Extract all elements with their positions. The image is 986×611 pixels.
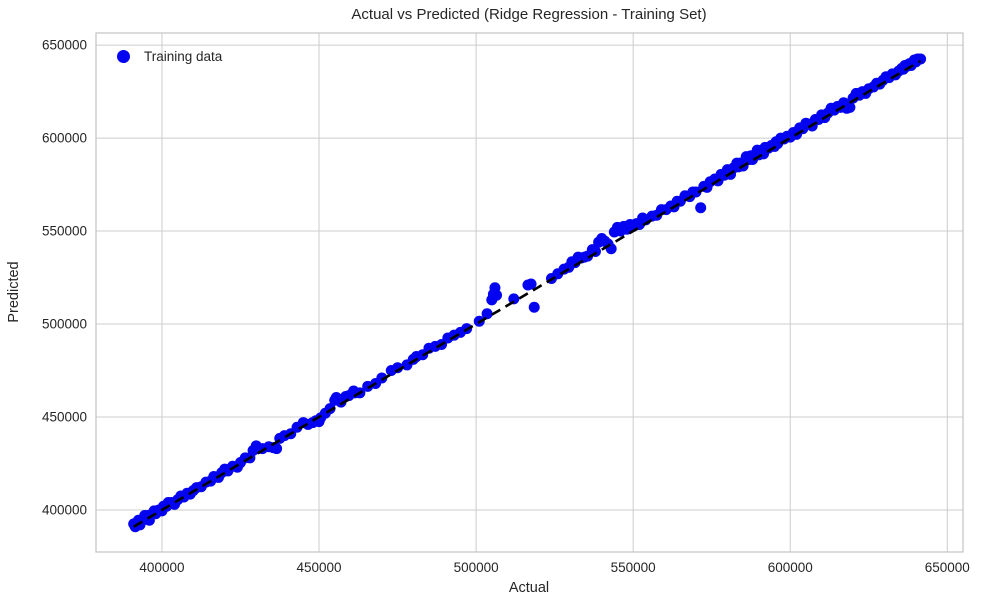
legend-label: Training data — [144, 49, 223, 64]
y-tick-label: 600000 — [42, 131, 87, 146]
x-tick-label: 450000 — [297, 560, 342, 575]
x-tick-label: 550000 — [611, 560, 656, 575]
perfect-fit-line — [133, 59, 922, 528]
y-tick-label: 500000 — [42, 317, 87, 332]
y-tick-label: 450000 — [42, 409, 87, 424]
y-tick-label: 400000 — [42, 502, 87, 517]
legend: Training data — [117, 49, 222, 64]
y-axis-label: Predicted — [6, 261, 22, 323]
scatter-point — [690, 186, 702, 198]
scatter-point — [481, 308, 493, 320]
x-tick-label: 600000 — [768, 560, 813, 575]
scatter-point — [376, 372, 388, 384]
scatter-point — [525, 278, 537, 290]
scatter-point — [508, 293, 520, 305]
x-tick-label: 650000 — [925, 560, 970, 575]
y-tick-label: 650000 — [42, 38, 87, 53]
scatter-point — [392, 362, 404, 374]
scatter-point — [915, 53, 927, 65]
x-tick-label: 500000 — [454, 560, 499, 575]
scatter-point — [844, 101, 856, 113]
y-tick-label: 550000 — [42, 224, 87, 239]
x-tick-label: 400000 — [139, 560, 184, 575]
scatter-point — [491, 289, 503, 301]
scatter-point — [528, 301, 540, 313]
scatter-point — [271, 443, 283, 455]
chart-title: Actual vs Predicted (Ridge Regression - … — [351, 6, 707, 23]
x-axis-label: Actual — [508, 580, 550, 596]
plot-frame — [95, 32, 964, 553]
scatter-point — [695, 202, 707, 214]
legend-marker-icon — [117, 50, 130, 63]
